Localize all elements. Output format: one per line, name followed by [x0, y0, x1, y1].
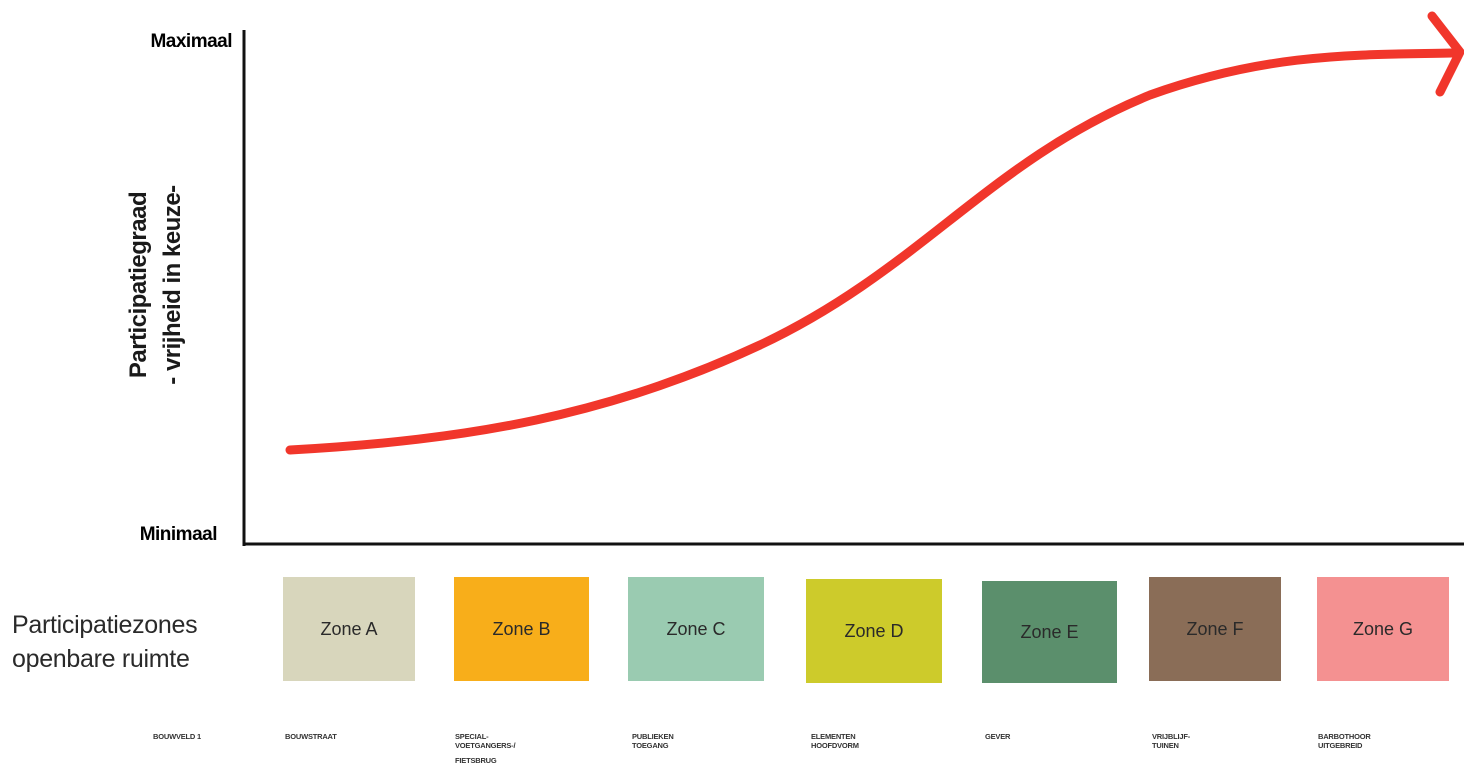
- zone-f-label: Zone F: [1186, 618, 1244, 639]
- small-label-5-line2: HOOFDVORM: [811, 741, 859, 750]
- small-label-2: BOUWSTRAAT: [285, 732, 415, 741]
- small-label-3-line2: VOETGANGERS-/: [455, 741, 516, 750]
- small-label-6: GEVER: [985, 732, 1115, 741]
- small-label-1-line1: BOUWVELD 1: [153, 732, 202, 741]
- small-label-8-line1: BARBOTHOOR: [1318, 732, 1371, 741]
- y-axis-max-label: Maximaal: [150, 31, 232, 52]
- small-label-7-line1: VRIJBLIJF-: [1152, 732, 1191, 741]
- small-label-3-line1: SPECIAL-: [455, 732, 489, 741]
- small-label-1: BOUWVELD 1: [153, 732, 283, 741]
- zone-b-box: Zone B: [454, 577, 589, 681]
- small-label-7-line2: TUINEN: [1152, 741, 1179, 750]
- zone-c-label: Zone C: [666, 618, 726, 639]
- zone-c-box: Zone C: [628, 577, 764, 681]
- y-axis-title-line1: Participatiegraad: [125, 191, 152, 379]
- small-label-2-line1: BOUWSTRAAT: [285, 732, 337, 741]
- zones-title-line2: openbare ruimte: [12, 645, 190, 673]
- curve-arrowhead-icon: [1427, 11, 1464, 97]
- zone-b-label: Zone B: [492, 618, 551, 639]
- y-axis-title-line2: - vrijheid in keuze-: [159, 185, 186, 385]
- y-axis-title: Participatiegraad - vrijheid in keuze-: [122, 75, 202, 495]
- small-label-3-line3: FIETSBRUG: [455, 756, 497, 765]
- small-label-8-line2: UITGEBREID: [1318, 741, 1363, 750]
- zone-d-label: Zone D: [844, 620, 904, 641]
- participation-curve: [285, 48, 1457, 455]
- zones-title: Participatiezones openbare ruimte: [12, 608, 252, 676]
- zone-d-box: Zone D: [806, 579, 942, 683]
- zone-g-box: Zone G: [1317, 577, 1449, 681]
- zone-a-label: Zone A: [320, 618, 378, 639]
- small-label-8: BARBOTHOOR UITGEBREID: [1318, 732, 1448, 750]
- small-label-4-line1: PUBLIEKEN: [632, 732, 674, 741]
- y-axis-min-label: Minimaal: [140, 524, 217, 545]
- small-label-5-line1: ELEMENTEN: [811, 732, 856, 741]
- zones-title-line1: Participatiezones: [12, 611, 198, 639]
- zone-g-label: Zone G: [1352, 618, 1414, 639]
- zone-e-box: Zone E: [982, 581, 1117, 683]
- small-label-4-line2: TOEGANG: [632, 741, 669, 750]
- zone-a-box: Zone A: [283, 577, 415, 681]
- small-label-6-line1: GEVER: [985, 732, 1011, 741]
- zone-e-label: Zone E: [1020, 621, 1079, 642]
- small-label-7: VRIJBLIJF- TUINEN: [1152, 732, 1282, 750]
- zone-f-box: Zone F: [1149, 577, 1281, 681]
- small-label-4: PUBLIEKEN TOEGANG: [632, 732, 762, 750]
- small-label-5: ELEMENTEN HOOFDVORM: [811, 732, 941, 750]
- small-label-3: SPECIAL- VOETGANGERS-/ FIETSBRUG: [455, 732, 585, 765]
